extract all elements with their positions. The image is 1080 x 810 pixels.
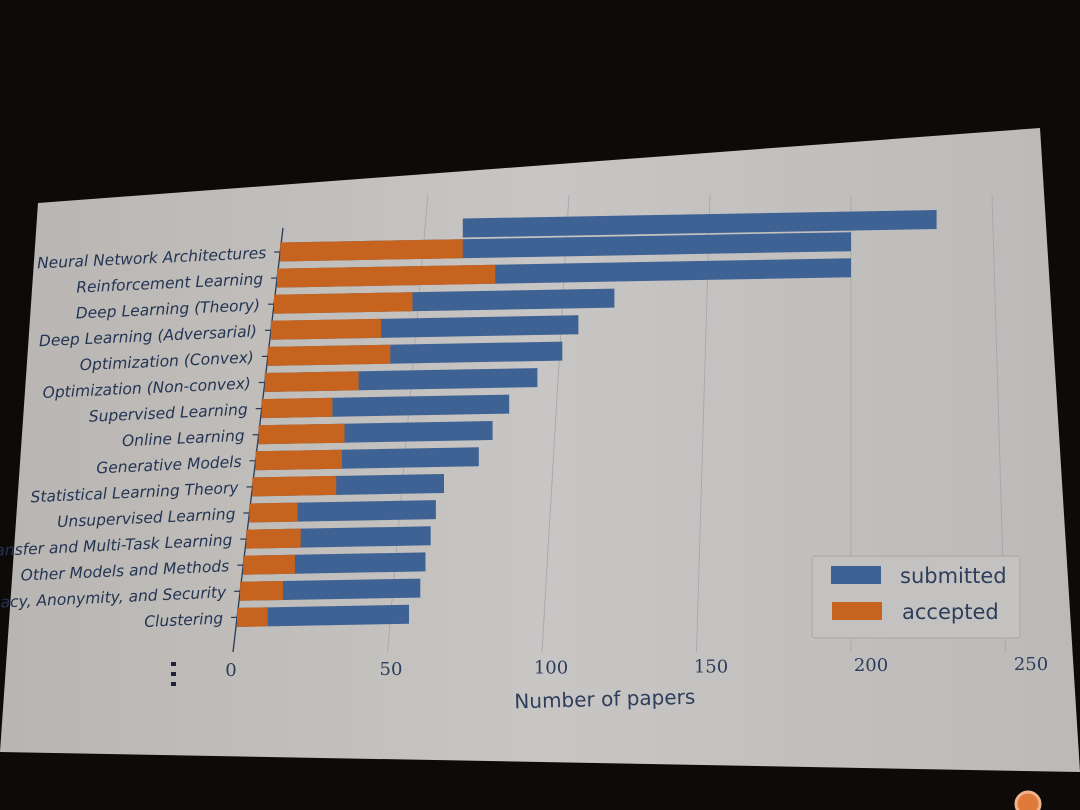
bars [237, 210, 937, 627]
bar-accepted-reinforcement-learning [277, 264, 496, 288]
bar-accepted-optimization-convex [267, 344, 391, 366]
category-label-online-learning: Online Learning [122, 427, 246, 451]
bar-accepted-transfer-and-multi-task-learning [246, 528, 301, 549]
legend-label-submitted: submitted [900, 564, 1007, 588]
x-tick-label-0: 0 [225, 660, 236, 681]
category-label-clustering: Clustering [144, 609, 224, 631]
x-axis-label: Number of papers [514, 685, 696, 714]
bar-accepted-unsupervised-learning [249, 502, 298, 523]
legend: submitted accepted [811, 555, 1021, 639]
legend-swatch-submitted [831, 566, 881, 584]
x-tick-label-200: 200 [854, 655, 888, 676]
bar-accepted-statistical-learning-theory [252, 475, 337, 497]
bar-submitted-privacy-anonymity-and-security [240, 578, 421, 601]
bar-accepted-neural-network-architectures [280, 239, 463, 262]
recording-indicator-icon [1014, 790, 1042, 810]
bar-accepted-deep-learning-theory [274, 292, 413, 314]
x-tick-label-250: 250 [1014, 654, 1048, 675]
ellipsis-marker [171, 662, 176, 686]
bar-accepted-other-models-and-methods [243, 554, 295, 575]
bar-submitted-clustering [237, 604, 409, 627]
bar-accepted-generative-models [255, 449, 342, 471]
bar-accepted-clustering [237, 607, 268, 627]
legend-swatch-accepted [832, 602, 882, 620]
bar-submitted-neural-network-architectures [462, 210, 937, 238]
x-tick-label-50: 50 [380, 659, 403, 680]
bar-accepted-online-learning [258, 423, 345, 445]
x-tick-label-100: 100 [534, 658, 568, 679]
bar-accepted-supervised-learning [261, 397, 333, 419]
bar-accepted-deep-learning-adversarial [270, 318, 382, 340]
legend-label-accepted: accepted [902, 600, 999, 624]
bar-accepted-optimization-non-convex [264, 371, 359, 392]
x-tick-label-150: 150 [694, 656, 728, 677]
x-tick-labels: 0 50 100 150 200 250 [225, 654, 1048, 681]
bar-accepted-privacy-anonymity-and-security [240, 581, 283, 601]
